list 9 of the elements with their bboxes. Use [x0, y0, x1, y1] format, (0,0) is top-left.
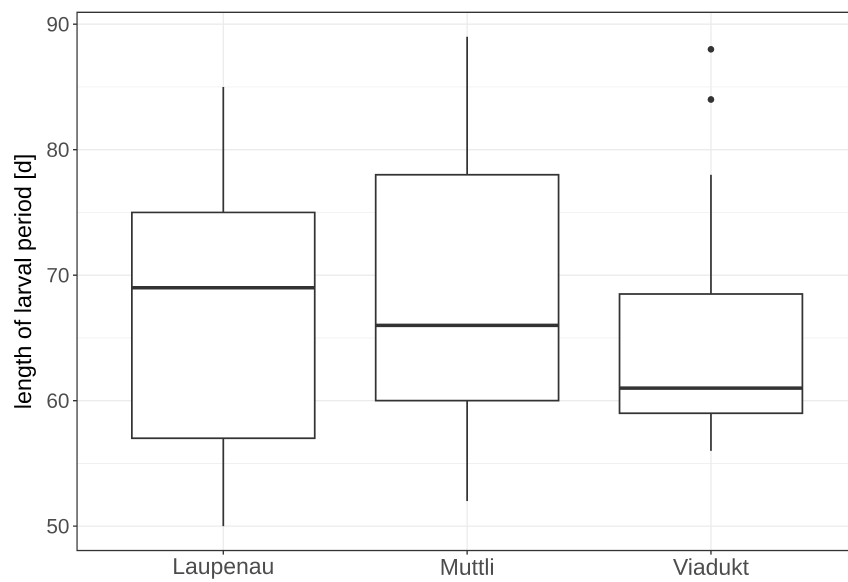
y-axis-title: length of larval period [d]	[14, 155, 36, 408]
y-tick-label: 90	[47, 16, 69, 32]
y-tick-label: 80	[47, 142, 69, 158]
y-tick-label: 50	[47, 518, 69, 534]
x-tick-label: Viadukt	[673, 558, 749, 576]
y-tick-label: 70	[47, 268, 69, 282]
x-tick-label: Laupenau	[174, 558, 273, 579]
y-tick-label: 60	[47, 393, 69, 408]
x-tick-label: Muttli	[442, 558, 493, 576]
